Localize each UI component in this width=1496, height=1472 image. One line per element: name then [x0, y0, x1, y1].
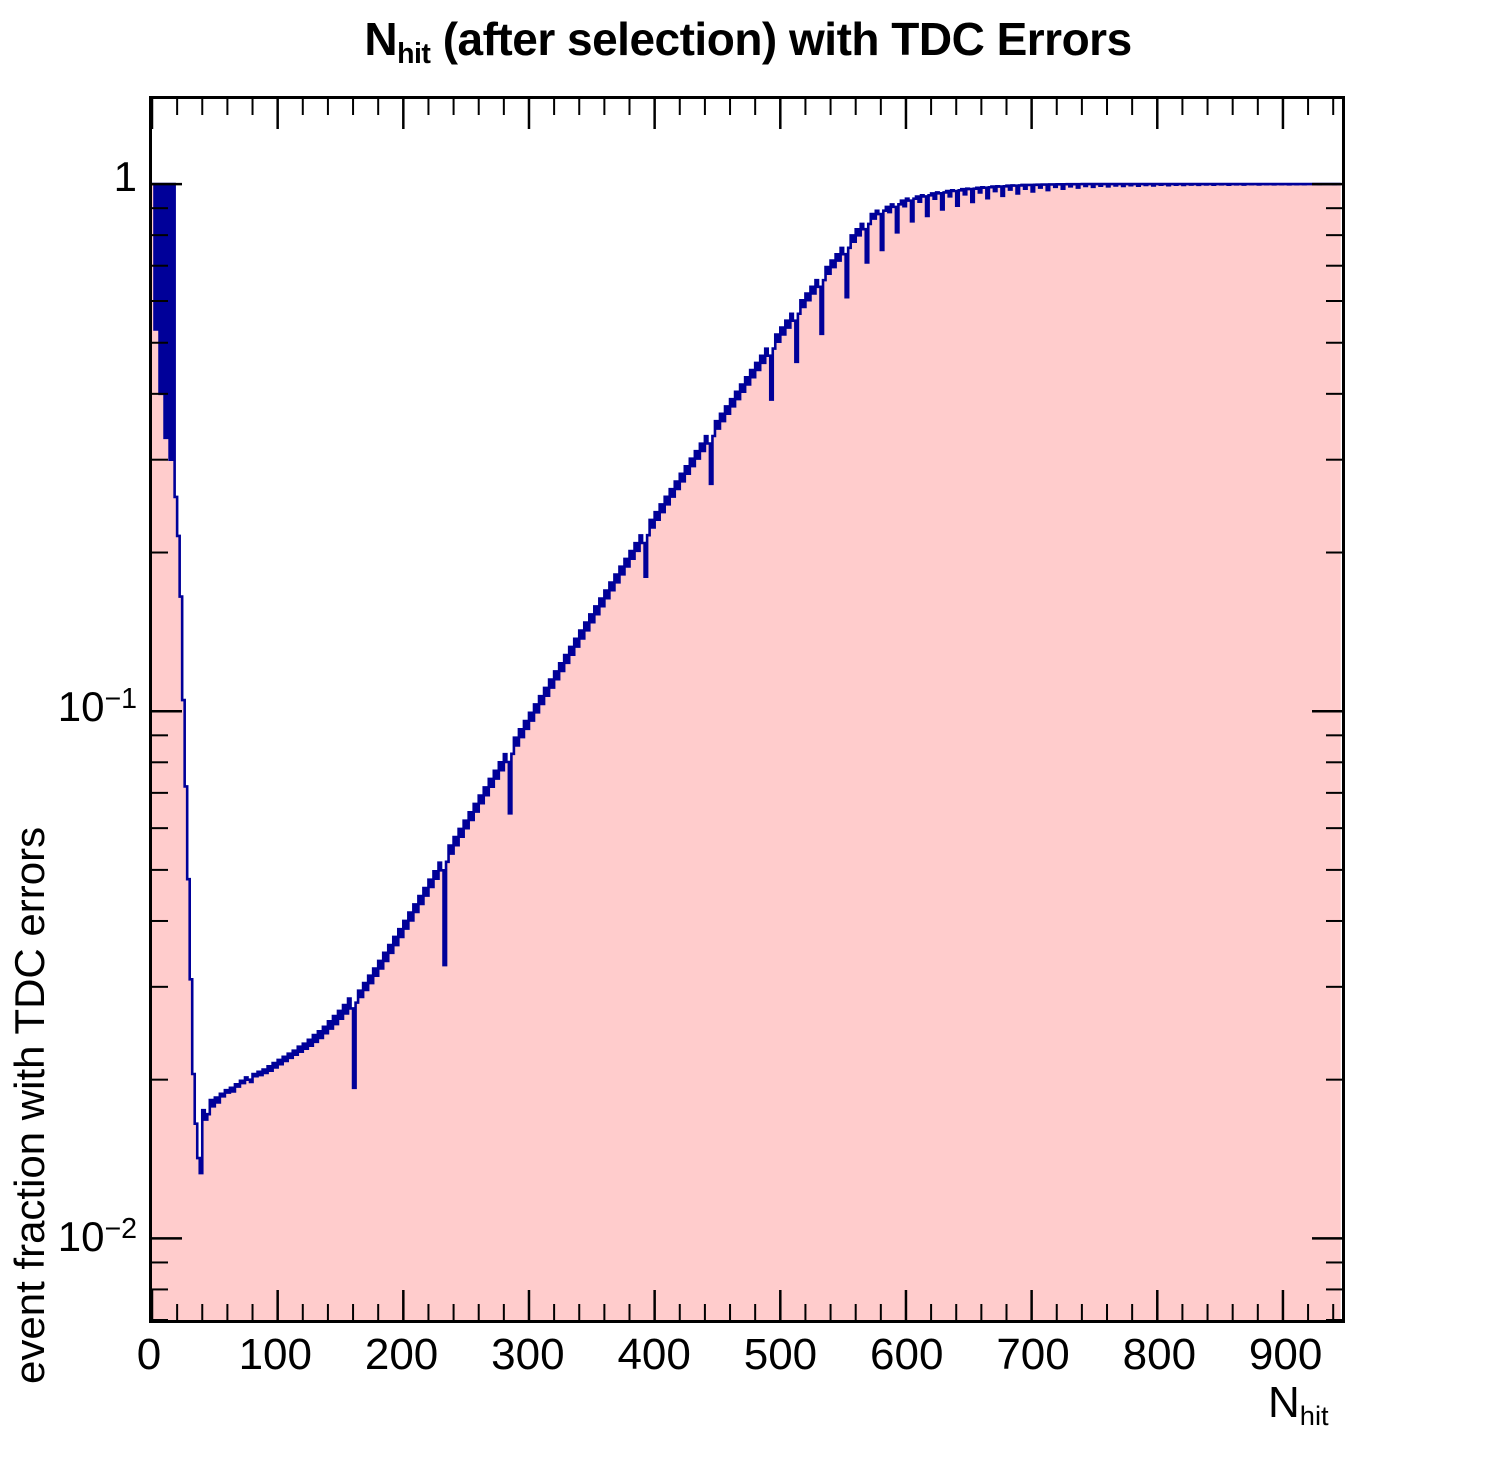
- x-axis-tick-label: 500: [743, 1330, 818, 1379]
- x-axis-tick-label: 100: [238, 1330, 312, 1379]
- x-axis-tick-label: 400: [617, 1330, 691, 1379]
- chart-title-subscript: hit: [397, 37, 431, 70]
- x-axis-tick-label: 200: [364, 1330, 439, 1379]
- x-axis-tick-label: 700: [996, 1330, 1070, 1379]
- y-axis-tick-label: 1: [113, 153, 137, 201]
- x-axis-tick-label: 900: [1248, 1330, 1323, 1379]
- plot-frame: [149, 96, 1345, 1323]
- y-axis-title: event fraction with TDC errors: [0, 156, 60, 1384]
- y-axis-tick-label: 10−1: [57, 683, 137, 731]
- histogram-outline: [152, 184, 1341, 1173]
- x-axis-tick-label: 0: [136, 1330, 162, 1379]
- x-axis-tick-label: 300: [491, 1330, 565, 1379]
- chart-title-main-b: (after selection) with TDC Errors: [430, 13, 1132, 65]
- y-axis-tick-label: 10−2: [57, 1212, 137, 1260]
- x-axis-title-subscript: hit: [1299, 1399, 1329, 1431]
- chart-title-main-a: N: [364, 13, 398, 65]
- chart-title: Nhit (after selection) with TDC Errors: [0, 12, 1496, 70]
- x-axis-tick-label: 800: [1122, 1330, 1197, 1379]
- histogram-series: [152, 99, 1341, 1320]
- histogram-fill: [152, 184, 1341, 1320]
- x-axis-title-main: N: [1268, 1378, 1300, 1427]
- x-axis-title: Nhit: [1268, 1378, 1329, 1431]
- x-axis-tick-label: 600: [870, 1330, 944, 1379]
- y-axis-title-text: event fraction with TDC errors: [6, 826, 53, 1384]
